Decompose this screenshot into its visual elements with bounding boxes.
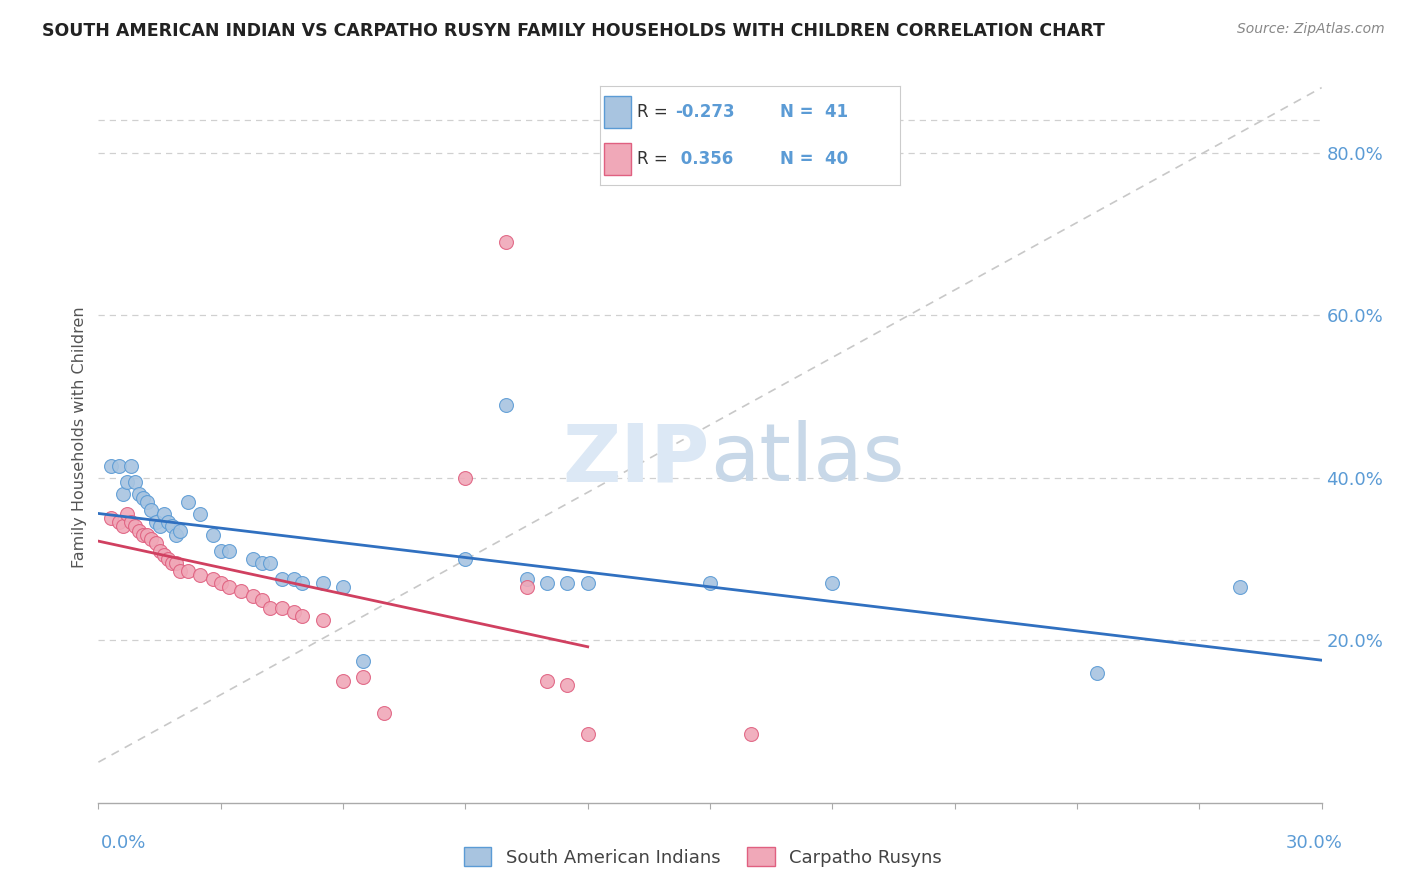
Point xyxy=(128,524,150,538)
Point xyxy=(188,568,212,582)
Point xyxy=(352,654,374,668)
Point xyxy=(291,576,314,591)
Point xyxy=(1229,581,1251,595)
Point xyxy=(169,564,191,578)
Point xyxy=(177,564,200,578)
Point xyxy=(536,673,558,688)
Point xyxy=(141,503,163,517)
Point xyxy=(132,527,155,541)
Point xyxy=(145,516,167,530)
Point xyxy=(576,727,599,741)
Point xyxy=(108,516,131,530)
Point xyxy=(156,516,179,530)
Point xyxy=(152,548,174,562)
Point xyxy=(536,576,558,591)
Point xyxy=(136,495,159,509)
Point xyxy=(576,576,599,591)
Point xyxy=(165,527,187,541)
Point xyxy=(209,544,232,558)
Point xyxy=(283,605,305,619)
Point xyxy=(156,552,179,566)
Point xyxy=(250,556,273,570)
Point xyxy=(1085,665,1108,680)
Point xyxy=(218,544,240,558)
Point xyxy=(124,475,146,489)
Point xyxy=(188,508,212,522)
Point xyxy=(250,592,273,607)
Point xyxy=(100,458,122,473)
Point xyxy=(699,576,721,591)
Point xyxy=(141,532,163,546)
Point xyxy=(124,519,146,533)
Point xyxy=(454,552,477,566)
Point xyxy=(291,608,314,623)
Point xyxy=(209,576,232,591)
Point xyxy=(115,475,138,489)
Point xyxy=(169,524,191,538)
Point xyxy=(218,581,240,595)
Point xyxy=(165,556,187,570)
Text: 30.0%: 30.0% xyxy=(1286,834,1343,852)
Text: Source: ZipAtlas.com: Source: ZipAtlas.com xyxy=(1237,22,1385,37)
Point xyxy=(111,487,134,501)
Point xyxy=(132,491,155,505)
Point xyxy=(740,727,762,741)
Point xyxy=(128,487,150,501)
Point xyxy=(495,235,517,249)
Point xyxy=(160,556,183,570)
Point xyxy=(516,572,538,586)
Y-axis label: Family Households with Children: Family Households with Children xyxy=(72,306,87,568)
Point xyxy=(312,613,335,627)
Point xyxy=(136,527,159,541)
Point xyxy=(332,673,354,688)
Text: ZIP: ZIP xyxy=(562,420,710,498)
Point xyxy=(231,584,253,599)
Point xyxy=(242,552,264,566)
Legend: South American Indians, Carpatho Rusyns: South American Indians, Carpatho Rusyns xyxy=(457,840,949,874)
Point xyxy=(516,581,538,595)
Point xyxy=(100,511,122,525)
Point xyxy=(152,508,174,522)
Point xyxy=(115,508,138,522)
Point xyxy=(821,576,844,591)
Point xyxy=(270,600,294,615)
Point xyxy=(259,556,281,570)
Point xyxy=(352,670,374,684)
Point xyxy=(111,519,134,533)
Point xyxy=(145,535,167,549)
Point xyxy=(454,471,477,485)
Text: SOUTH AMERICAN INDIAN VS CARPATHO RUSYN FAMILY HOUSEHOLDS WITH CHILDREN CORRELAT: SOUTH AMERICAN INDIAN VS CARPATHO RUSYN … xyxy=(42,22,1105,40)
Point xyxy=(373,706,395,721)
Point xyxy=(312,576,335,591)
Point xyxy=(495,398,517,412)
Point xyxy=(177,495,200,509)
Point xyxy=(108,458,131,473)
Point xyxy=(332,581,354,595)
Point xyxy=(120,516,142,530)
Point xyxy=(259,600,281,615)
Point xyxy=(201,527,224,541)
Point xyxy=(557,576,579,591)
Point xyxy=(283,572,305,586)
Point xyxy=(270,572,294,586)
Point xyxy=(201,572,224,586)
Point xyxy=(557,678,579,692)
Point xyxy=(149,519,172,533)
Text: 0.0%: 0.0% xyxy=(101,834,146,852)
Text: atlas: atlas xyxy=(710,420,904,498)
Point xyxy=(149,544,172,558)
Point xyxy=(242,589,264,603)
Point xyxy=(160,519,183,533)
Point xyxy=(120,458,142,473)
